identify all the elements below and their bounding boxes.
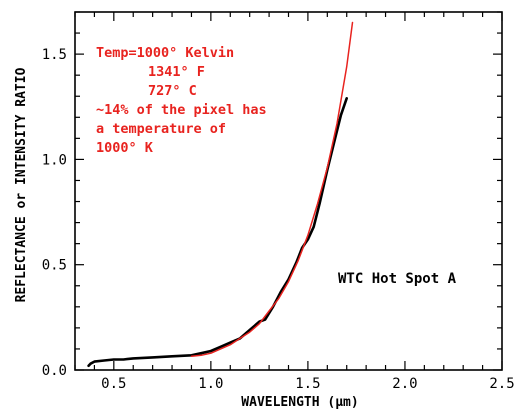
temperature-annotation: Temp=1000° Kelvin 1341° F 727° C ~14% of… <box>96 45 267 156</box>
x-tick-label: 2.0 <box>392 376 417 392</box>
x-tick-label: 0.5 <box>101 376 126 392</box>
y-tick-label: 0.5 <box>42 258 67 274</box>
measured-spectrum-line <box>87 97 349 368</box>
annotation-line-3: 727° C <box>148 83 197 99</box>
plot-frame <box>74 11 503 371</box>
model-fit-line <box>190 21 354 358</box>
y-tick-label: 1.5 <box>42 47 67 63</box>
y-axis-label: REFLECTANCE or INTENSITY RATIO <box>14 67 29 302</box>
annotation-line-6: 1000° K <box>96 140 154 156</box>
hot-spot-label: WTC Hot Spot A <box>338 271 457 287</box>
annotation-line-1: Temp=1000° Kelvin <box>96 45 234 61</box>
x-axis-label: WAVELENGTH (μm) <box>241 395 358 410</box>
plot-border <box>74 11 503 371</box>
annotation-line-2: 1341° F <box>148 64 205 80</box>
y-axis-ticks: 0.0 0.5 1.0 1.5 <box>42 11 502 379</box>
annotation-line-4: ~14% of the pixel has <box>96 102 267 118</box>
x-tick-label: 2.5 <box>489 376 514 392</box>
annotation-line-5: a temperature of <box>96 121 226 137</box>
x-tick-label: 1.5 <box>295 376 320 392</box>
y-tick-label: 1.0 <box>42 152 67 168</box>
x-axis-ticks: 0.5 1.0 1.5 2.0 2.5 <box>74 12 515 392</box>
series-layer <box>87 21 354 368</box>
y-tick-label: 0.0 <box>42 363 67 379</box>
x-tick-label: 1.0 <box>198 376 223 392</box>
